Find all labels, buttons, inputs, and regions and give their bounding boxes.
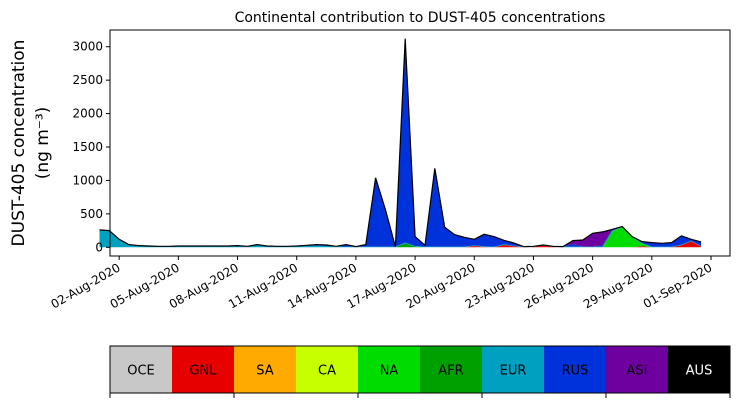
total-outline	[99, 38, 702, 248]
legend-swatch-eur	[482, 346, 545, 393]
y-tick-label: 3000	[72, 40, 103, 54]
plot-frame	[109, 29, 731, 257]
legend-frame	[109, 345, 731, 394]
y-tick-label: 2000	[72, 107, 103, 121]
legend-label-oce: OCE	[127, 364, 155, 379]
plot-area	[99, 38, 702, 248]
legend: OCE GNL SA CA NA AFR EUR RUS ASI AUS	[109, 345, 731, 398]
y-tick-label: 1500	[72, 140, 103, 154]
y-axis-label-line1: DUST-405 concentration	[9, 40, 29, 247]
legend-swatch-na	[358, 346, 421, 393]
legend-swatch-aus	[668, 346, 731, 393]
legend-label-ca: CA	[318, 364, 336, 379]
legend-label-aus: AUS	[686, 364, 713, 379]
y-tick-label: 500	[80, 207, 103, 221]
legend-label-afr: AFR	[438, 364, 463, 379]
chart-title: Continental contribution to DUST-405 con…	[235, 10, 606, 26]
legend-swatch-sa	[234, 346, 297, 393]
y-tick-label: 1000	[72, 173, 103, 187]
legend-swatch-asi	[606, 346, 669, 393]
y-tick-label: 2500	[72, 73, 103, 87]
area-gnl	[99, 241, 702, 248]
legend-swatch-ca	[296, 346, 359, 393]
area-na	[99, 227, 702, 248]
legend-label-asi: ASI	[627, 364, 648, 379]
y-axis: 0 500 1000 1500 2000 2500 3000	[72, 40, 110, 254]
legend-swatch-oce	[110, 346, 173, 393]
legend-label-rus: RUS	[562, 364, 589, 379]
y-axis-label-line2: (ng m⁻³)	[33, 107, 53, 180]
legend-label-na: NA	[380, 364, 399, 379]
area-rus	[99, 38, 702, 247]
y-tick-label: 0	[95, 240, 103, 254]
legend-label-eur: EUR	[500, 364, 527, 379]
legend-label-gnl: GNL	[189, 364, 217, 379]
legend-swatch-gnl	[172, 346, 235, 393]
legend-swatch-afr	[420, 346, 483, 393]
legend-swatch-rus	[544, 346, 607, 393]
x-axis: 02-Aug-202005-Aug-202008-Aug-202011-Aug-…	[48, 256, 715, 311]
legend-label-sa: SA	[256, 364, 273, 379]
